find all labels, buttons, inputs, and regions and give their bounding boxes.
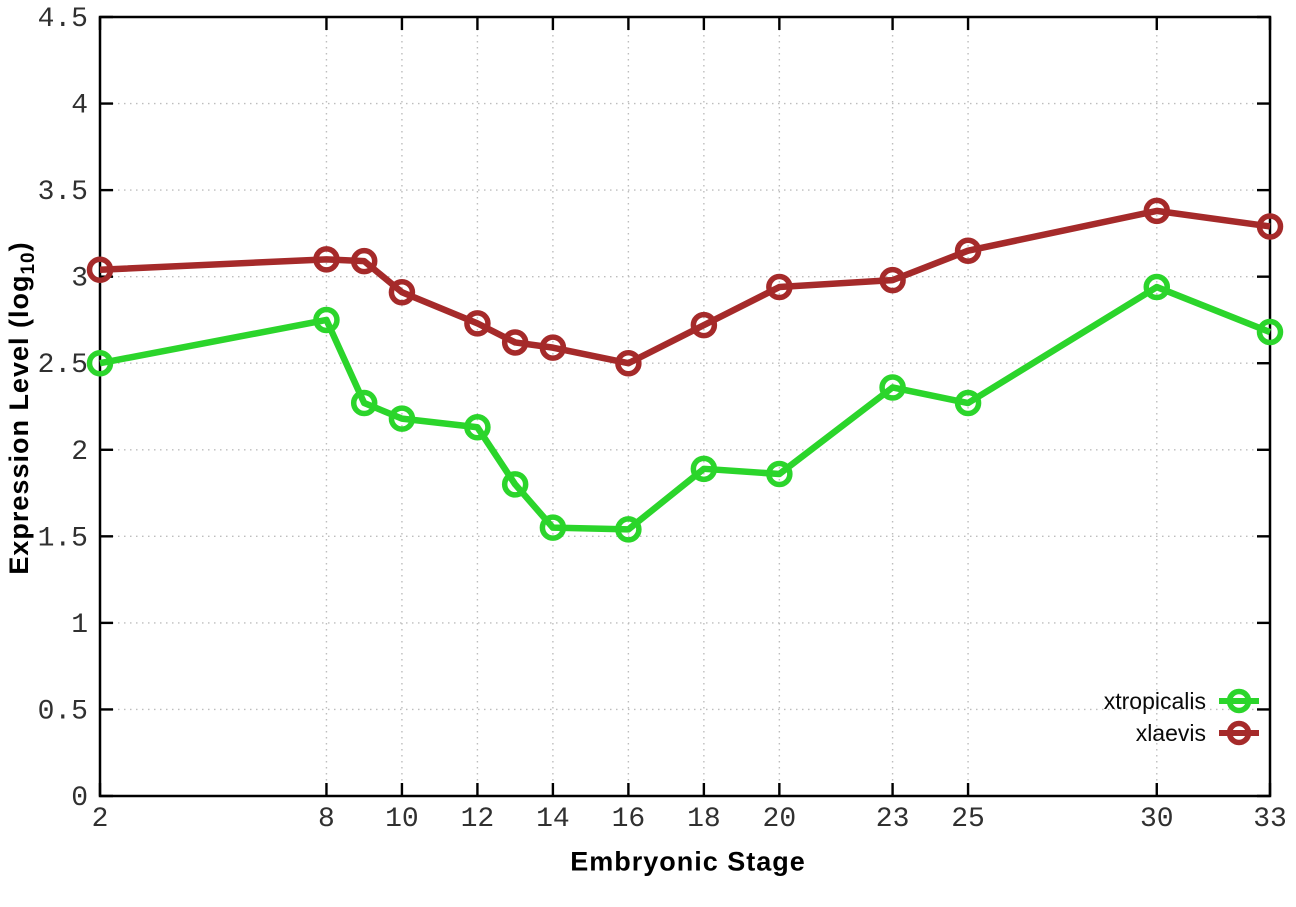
- data-point-marker: [350, 247, 378, 275]
- data-point-marker: [1256, 318, 1284, 346]
- legend-label-xlaevis: xlaevis: [1135, 720, 1206, 746]
- y-tick-label: 3: [71, 264, 88, 295]
- data-point-marker: [690, 455, 718, 483]
- data-point-marker: [615, 516, 642, 543]
- data-point-marker: [86, 256, 114, 283]
- legend-label-xtropicalis: xtropicalis: [1103, 688, 1206, 714]
- data-point-marker: [766, 273, 793, 301]
- x-tick-label: 14: [536, 804, 570, 835]
- x-tick-label: 8: [318, 804, 335, 835]
- data-point-marker: [690, 311, 718, 339]
- y-tick-label: 2.5: [38, 350, 88, 381]
- tick-marks: [98, 15, 1272, 798]
- y-axis-label: Expression Level (log10): [4, 241, 40, 574]
- legend-item-xlaevis: xlaevis: [1136, 718, 1260, 748]
- data-point-marker: [388, 278, 416, 306]
- x-tick-label: 30: [1140, 804, 1174, 835]
- y-axis-label-subscript: 10: [18, 251, 39, 275]
- x-tick-label: 18: [687, 804, 721, 835]
- x-tick-label: 25: [951, 804, 985, 835]
- series-xlaevis: [86, 197, 1284, 377]
- data-point-marker: [313, 246, 340, 273]
- series-xtropicalis: [86, 273, 1284, 543]
- y-tick-label: 0.5: [38, 696, 88, 727]
- y-tick-label: 4.5: [38, 4, 88, 35]
- y-tick-label: 3.5: [38, 177, 88, 208]
- x-tick-label: 33: [1253, 804, 1287, 835]
- data-point-marker: [86, 349, 114, 377]
- data-point-marker: [615, 349, 642, 377]
- series-line: [99, 283, 1272, 533]
- legend-line-sample-icon: [1219, 688, 1259, 714]
- data-point-marker: [954, 237, 982, 264]
- data-point-marker: [766, 460, 793, 488]
- y-axis-label-close: ): [4, 241, 34, 252]
- data-point-marker: [464, 310, 491, 337]
- y-tick-label: 1: [71, 610, 88, 641]
- x-tick-label: 20: [763, 804, 797, 835]
- y-tick-label: 0: [71, 783, 88, 814]
- series-line: [99, 207, 1271, 367]
- data-point-marker: [954, 389, 982, 417]
- gridlines: [100, 17, 1270, 796]
- y-axis-label-text: Expression Level (log: [4, 274, 34, 575]
- x-tick-label: 16: [612, 804, 646, 835]
- legend: xtropicalis xlaevis: [1104, 686, 1260, 748]
- legend-line-sample-icon: [1219, 720, 1259, 746]
- x-tick-label: 10: [385, 804, 419, 835]
- data-point-marker: [1143, 273, 1171, 301]
- data-point-marker: [1143, 197, 1171, 225]
- data-point-marker: [1256, 213, 1284, 240]
- y-tick-label: 1.5: [38, 523, 88, 554]
- data-point-marker: [388, 405, 416, 432]
- data-point-marker: [501, 471, 529, 498]
- x-tick-label: 2: [92, 804, 109, 835]
- data-point-marker: [879, 266, 906, 294]
- tick-labels: 0 0.5 1 1.5 2 2.5 3 3.5 4 4.5 2 8 10 12 14 16 18 20 23 25 30…: [38, 4, 1287, 835]
- data-point-marker: [464, 414, 491, 441]
- x-axis-label: Embryonic Stage: [570, 846, 806, 877]
- legend-item-xtropicalis: xtropicalis: [1104, 686, 1260, 716]
- y-tick-label: 2: [71, 437, 88, 468]
- y-tick-label: 4: [71, 91, 88, 122]
- data-point-marker: [539, 514, 567, 541]
- data-point-marker: [539, 334, 567, 361]
- data-point-marker: [501, 329, 529, 356]
- data-point-marker: [313, 306, 340, 334]
- x-tick-label: 12: [461, 804, 495, 835]
- plot-border: [98, 15, 1272, 798]
- data-point-marker: [350, 389, 378, 417]
- data-point-marker: [879, 374, 906, 401]
- x-tick-label: 23: [876, 804, 910, 835]
